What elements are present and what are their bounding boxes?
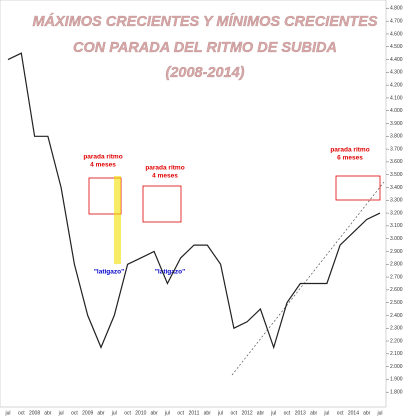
x-tick-label: oct xyxy=(18,410,25,416)
y-tick-label: 3.300 xyxy=(390,198,403,204)
y-tick-label: 3.800 xyxy=(390,134,403,140)
y-tick-label: 2.400 xyxy=(390,313,403,319)
x-tick-label: jul xyxy=(58,410,64,416)
x-tick-label: jul xyxy=(4,410,10,416)
title-line: CON PARADA DEL RITMO DE SUBIDA xyxy=(73,40,337,56)
y-tick-label: 4.200 xyxy=(390,82,403,88)
x-tick-label: jul xyxy=(270,410,276,416)
y-tick-label: 2.100 xyxy=(390,351,403,357)
y-tick-label: 2.200 xyxy=(390,338,403,344)
y-tick-label: 2.300 xyxy=(390,326,403,332)
y-tick-label: 4.600 xyxy=(390,31,403,37)
x-tick-label: abr xyxy=(257,410,265,416)
y-tick-label: 4.700 xyxy=(390,19,403,25)
x-tick-label: jul xyxy=(323,410,329,416)
y-tick-label: 3.200 xyxy=(390,210,403,216)
y-tick-label: 3.500 xyxy=(390,172,403,178)
x-tick-label: oct xyxy=(124,410,131,416)
y-tick-label: 2.700 xyxy=(390,274,403,280)
annotation: 4 meses xyxy=(152,173,178,180)
x-tick-label: jul xyxy=(164,410,170,416)
x-tick-label: jul xyxy=(217,410,223,416)
y-tick-label: 4.000 xyxy=(390,108,403,114)
x-tick-label: 2009 xyxy=(82,410,93,416)
pause-box xyxy=(142,185,182,223)
y-tick-label: 4.100 xyxy=(390,95,403,101)
whip-zone xyxy=(114,176,121,264)
y-tick-label: 4.400 xyxy=(390,57,403,63)
x-tick-label: oct xyxy=(231,410,238,416)
annotation: 4 meses xyxy=(90,162,116,169)
x-tick-label: jul xyxy=(111,410,117,416)
x-tick-label: 2012 xyxy=(242,410,253,416)
y-tick-label: 3.900 xyxy=(390,121,403,127)
y-tick-label: 1.900 xyxy=(390,377,403,383)
y-tick-label: 3.000 xyxy=(390,236,403,242)
x-tick-label: abr xyxy=(310,410,318,416)
y-tick-label: 2.900 xyxy=(390,249,403,255)
annotation: parada ritmo xyxy=(83,154,122,161)
annotation: 6 meses xyxy=(337,155,363,162)
price-line xyxy=(7,52,381,350)
y-tick-label: 3.100 xyxy=(390,223,403,229)
pause-box xyxy=(335,175,381,201)
y-tick-label: 2.000 xyxy=(390,364,403,370)
x-tick-label: oct xyxy=(284,410,291,416)
x-tick-label: abr xyxy=(97,410,105,416)
y-tick-label: 3.700 xyxy=(390,146,403,152)
x-tick-label: 2014 xyxy=(348,410,359,416)
annotation: "latigazo" xyxy=(155,269,185,276)
x-tick-label: 2011 xyxy=(189,410,200,416)
title-line: MÁXIMOS CRECIENTES Y MÍNIMOS CRECIENTES xyxy=(32,13,377,30)
y-tick-label: 1.800 xyxy=(390,390,403,396)
x-tick-label: 2013 xyxy=(295,410,306,416)
y-tick-label: 4.500 xyxy=(390,44,403,50)
plot-area xyxy=(0,0,387,408)
title-line: (2008-2014) xyxy=(166,65,245,81)
x-tick-label: oct xyxy=(337,410,344,416)
x-tick-label: 2008 xyxy=(29,410,40,416)
x-tick-label: oct xyxy=(71,410,78,416)
x-tick-label: 2010 xyxy=(135,410,146,416)
y-tick-label: 4.800 xyxy=(390,6,403,12)
x-tick-label: abr xyxy=(44,410,52,416)
y-tick-label: 2.800 xyxy=(390,262,403,268)
y-tick-label: 2.600 xyxy=(390,287,403,293)
y-tick-label: 3.400 xyxy=(390,185,403,191)
y-tick-label: 2.500 xyxy=(390,300,403,306)
y-tick-label: 3.600 xyxy=(390,159,403,165)
annotation: parada ritmo xyxy=(145,165,184,172)
y-tick-label: 4.300 xyxy=(390,70,403,76)
x-tick-label: jul xyxy=(376,410,382,416)
trend-line xyxy=(231,181,385,376)
x-tick-label: abr xyxy=(363,410,371,416)
x-tick-label: abr xyxy=(151,410,159,416)
x-tick-label: abr xyxy=(204,410,212,416)
annotation: "latigazo" xyxy=(94,269,124,276)
annotation: parada ritmo xyxy=(330,147,369,154)
x-tick-label: oct xyxy=(177,410,184,416)
